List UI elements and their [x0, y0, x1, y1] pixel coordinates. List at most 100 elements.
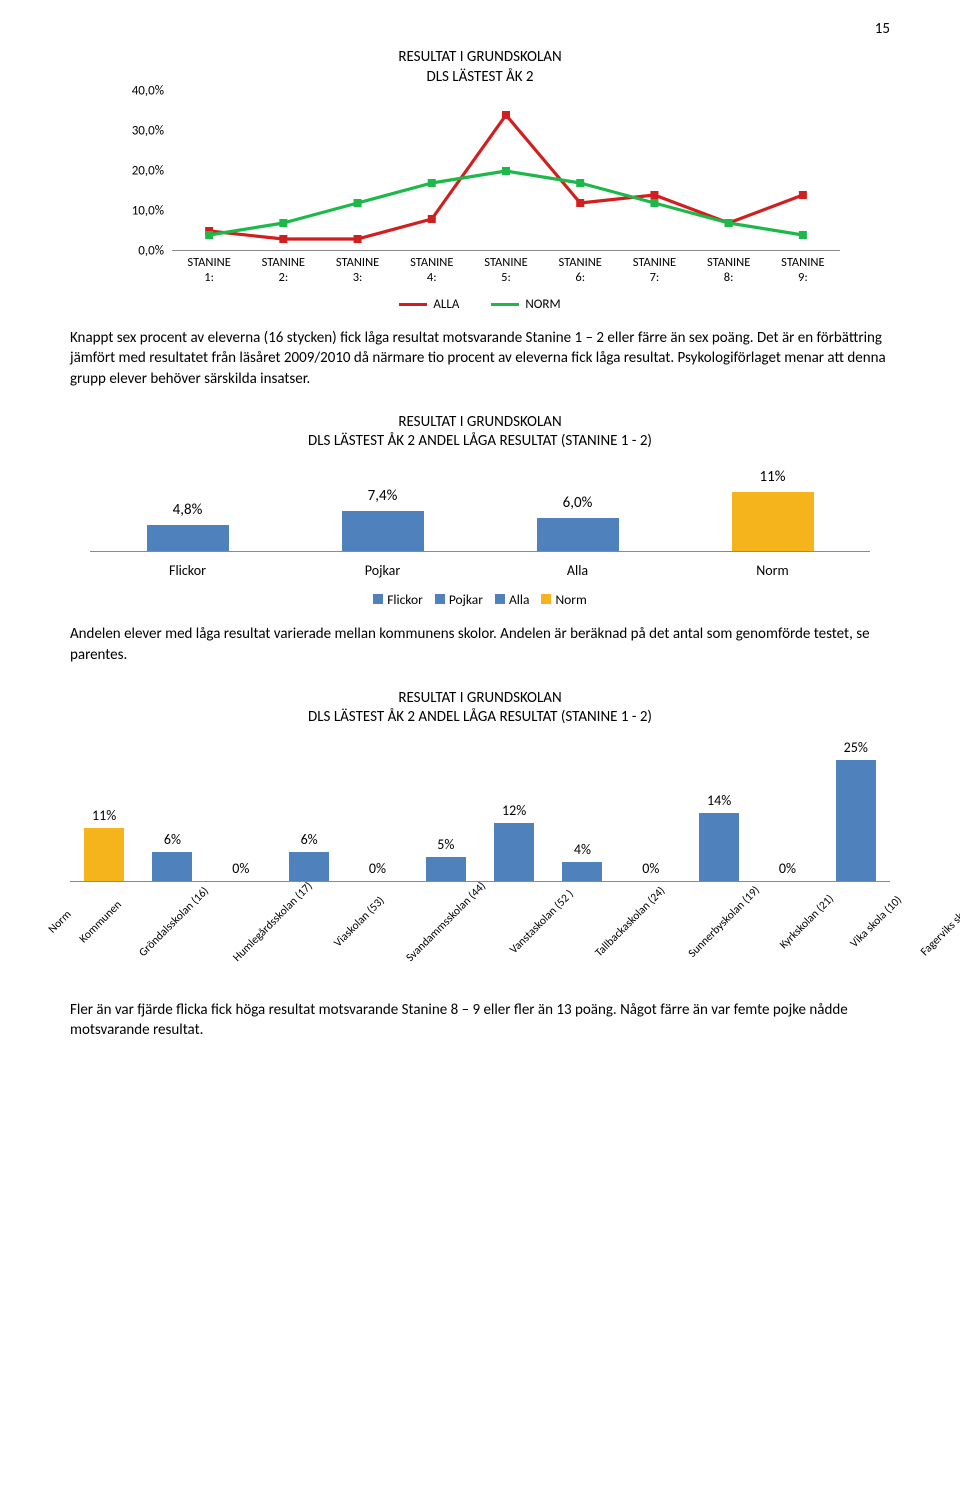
legend-swatch: [491, 303, 519, 306]
bar-category-label: Flickor: [90, 552, 285, 579]
bar-slot: 6%: [275, 752, 343, 881]
bar: [836, 760, 876, 880]
bar: [84, 828, 124, 881]
bar: [147, 525, 229, 551]
bar: [289, 852, 329, 881]
bar: [537, 518, 619, 550]
bar-value-label: 0%: [369, 860, 386, 877]
legend-label: Norm: [555, 591, 586, 608]
bar-slot: 0%: [343, 752, 411, 881]
paragraph-2: Andelen elever med låga resultat variera…: [70, 624, 890, 665]
chart-marker: [205, 231, 213, 239]
paragraph-1: Knappt sex procent av eleverna (16 styck…: [70, 328, 890, 389]
chart-series-line: [209, 171, 803, 235]
bar: [342, 511, 424, 551]
x-tick-label: STANINE5:: [469, 251, 543, 285]
chart-marker: [502, 167, 510, 175]
bar-value-label: 6,0%: [563, 494, 593, 512]
bar-chart-1: 4,8%7,4%6,0%11% FlickorPojkarAllaNorm Fl…: [90, 482, 870, 609]
bar: [562, 862, 602, 881]
bar-value-label: 25%: [844, 739, 868, 756]
bar-value-label: 11%: [92, 807, 116, 824]
chart-marker: [279, 219, 287, 227]
bar-slot: 25%: [822, 752, 890, 881]
legend-label: Alla: [509, 591, 529, 608]
line-chart: 40,0%30,0%20,0%10,0%0,0% STANINE1:STANIN…: [120, 91, 840, 312]
bar-slot: 6%: [138, 752, 206, 881]
x-tick-label: STANINE4:: [395, 251, 469, 285]
legend-swatch: [495, 594, 505, 604]
bar-chart-2: 11%6%0%6%0%5%12%4%0%14%0%25% NormKommune…: [70, 752, 890, 996]
bar-slot: 0%: [207, 752, 275, 881]
bar-value-label: 11%: [760, 468, 786, 486]
chart-marker: [502, 111, 510, 119]
chart-marker: [428, 215, 436, 223]
bar-category-label: Pojkar: [285, 552, 480, 579]
chart-marker: [725, 219, 733, 227]
y-tick-label: 40,0%: [132, 84, 164, 99]
bar: [699, 813, 739, 880]
bar-slot: 4%: [548, 752, 616, 881]
bar-slot: 11%: [675, 482, 870, 551]
legend-item: ALLA: [399, 297, 459, 312]
bar-value-label: 0%: [779, 860, 796, 877]
legend-swatch: [541, 594, 551, 604]
chart-marker: [576, 179, 584, 187]
bar2-title: RESULTAT I GRUNDSKOLAN DLS LÄSTEST ÅK 2 …: [70, 689, 890, 728]
bar-slot: 6,0%: [480, 482, 675, 551]
bar: [732, 492, 814, 551]
bar-value-label: 5%: [437, 836, 454, 853]
chart-marker: [279, 235, 287, 243]
x-tick-label: STANINE2:: [246, 251, 320, 285]
title-line: DLS LÄSTEST ÅK 2 ANDEL LÅGA RESULTAT (ST…: [308, 432, 652, 450]
legend-item: Norm: [541, 591, 586, 608]
bar-slot: 0%: [617, 752, 685, 881]
bar-value-label: 4%: [574, 841, 591, 858]
bar-value-label: 14%: [707, 792, 731, 809]
bar1-title: RESULTAT I GRUNDSKOLAN DLS LÄSTEST ÅK 2 …: [70, 413, 890, 452]
x-tick-label: STANINE1:: [172, 251, 246, 285]
legend-label: ALLA: [433, 297, 459, 312]
bar-slot: 0%: [753, 752, 821, 881]
line-chart-title: RESULTAT I GRUNDSKOLAN DLS LÄSTEST ÅK 2: [70, 48, 890, 87]
bar-slot: 14%: [685, 752, 753, 881]
legend-swatch: [435, 594, 445, 604]
y-tick-label: 0,0%: [138, 244, 164, 259]
legend-label: NORM: [525, 297, 560, 312]
bar-slot: 12%: [480, 752, 548, 881]
bar-slot: 7,4%: [285, 482, 480, 551]
bar-slot: 11%: [70, 752, 138, 881]
y-tick-label: 10,0%: [132, 204, 164, 219]
chart-marker: [799, 191, 807, 199]
bar: [152, 852, 192, 881]
title-line: RESULTAT I GRUNDSKOLAN: [398, 48, 561, 66]
legend-label: Flickor: [387, 591, 423, 608]
legend-item: Flickor: [373, 591, 423, 608]
bar-value-label: 0%: [232, 860, 249, 877]
bar: [426, 857, 466, 881]
bar-value-label: 6%: [164, 831, 181, 848]
chart-marker: [428, 179, 436, 187]
x-tick-label: STANINE8:: [692, 251, 766, 285]
y-tick-label: 30,0%: [132, 124, 164, 139]
chart-marker: [650, 191, 658, 199]
x-tick-label: STANINE9:: [766, 251, 840, 285]
bar-value-label: 12%: [502, 802, 526, 819]
chart-marker: [576, 199, 584, 207]
legend-label: Pojkar: [449, 591, 483, 608]
legend-swatch: [373, 594, 383, 604]
x-tick-label: STANINE3:: [320, 251, 394, 285]
title-line: DLS LÄSTEST ÅK 2: [426, 68, 533, 86]
x-tick-label: STANINE6:: [543, 251, 617, 285]
bar-value-label: 0%: [642, 860, 659, 877]
legend-swatch: [399, 303, 427, 306]
bar: [494, 823, 534, 881]
chart-marker: [354, 235, 362, 243]
bar-slot: 5%: [412, 752, 480, 881]
chart-marker: [354, 199, 362, 207]
title-line: RESULTAT I GRUNDSKOLAN: [398, 413, 561, 431]
title-line: RESULTAT I GRUNDSKOLAN: [398, 689, 561, 707]
y-tick-label: 20,0%: [132, 164, 164, 179]
bar-category-label: Alla: [480, 552, 675, 579]
bar-value-label: 7,4%: [368, 487, 398, 505]
